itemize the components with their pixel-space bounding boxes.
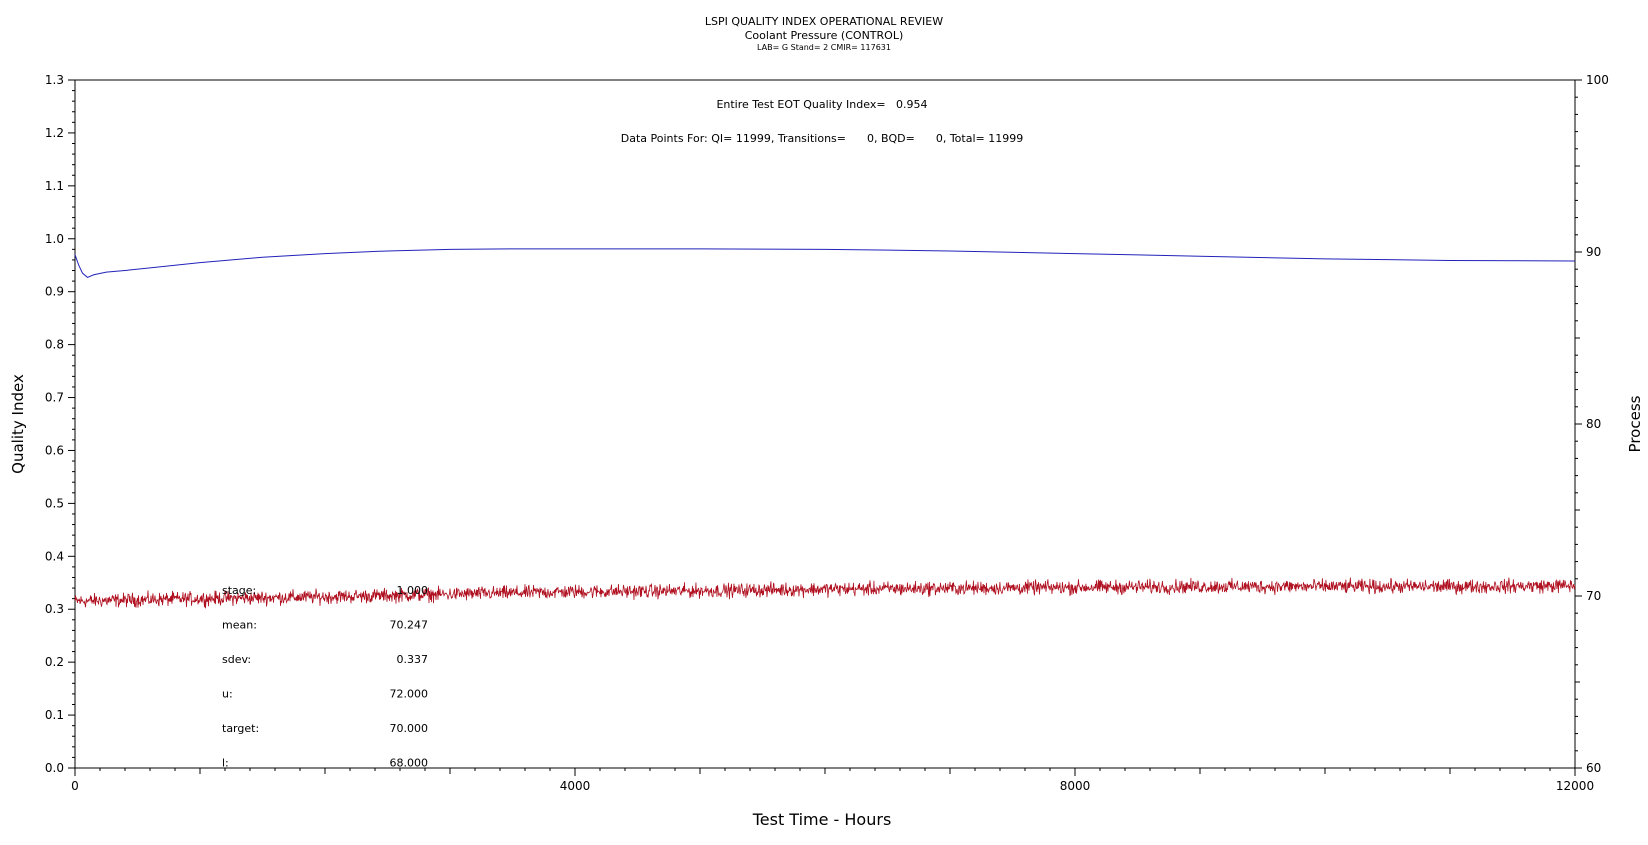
quality-index-series-line: [74, 248, 1575, 278]
stat-label: mean:: [222, 619, 257, 632]
stats-table: stage: 1.000 mean: 70.247 sdev: 0.337 u: 72.000…: [222, 584, 428, 770]
x-tick-label: 8000: [1060, 779, 1091, 793]
y-right-tick-label: 90: [1586, 245, 1601, 259]
y-left-tick-label: 0.4: [45, 549, 64, 563]
y-left-tick-label: 0.2: [45, 655, 64, 669]
y-left-tick-label: 0.9: [45, 285, 64, 299]
chart-subtitle: Coolant Pressure (CONTROL): [744, 29, 904, 42]
y-left-tick-label: 1.3: [45, 73, 64, 87]
chart-title: LSPI QUALITY INDEX OPERATIONAL REVIEW: [704, 15, 944, 28]
y-axis-right-label: Process: [1626, 395, 1644, 452]
axes: 0 4000 8000 12000 0.0 0.1 0.2 0.3 0.4 0.5 0.6 0.7 0.…: [45, 73, 1609, 793]
stat-label: target:: [222, 722, 259, 735]
y-left-tick-label: 0.7: [45, 391, 64, 405]
y-left-tick-label: 1.2: [45, 126, 64, 140]
stat-value: 0.337: [397, 653, 429, 666]
y-right-tick-label: 100: [1586, 73, 1609, 87]
y-right-tick-label: 60: [1586, 761, 1601, 775]
y-left-tick-label: 1.0: [45, 232, 64, 246]
y-right-tick-label: 80: [1586, 417, 1601, 431]
stat-value: 70.000: [390, 722, 429, 735]
stat-label: stage:: [222, 584, 256, 597]
y-left-tick-label: 0.1: [45, 708, 64, 722]
x-tick-label: 12000: [1556, 779, 1594, 793]
y-left-tick-label: 0.8: [45, 338, 64, 352]
plot-frame: [74, 79, 1576, 769]
eot-quality-index-note: Entire Test EOT Quality Index= 0.954: [716, 98, 927, 111]
process-series-line: [74, 577, 1576, 609]
y-left-tick-label: 1.1: [45, 179, 64, 193]
stat-value: 68.000: [390, 757, 429, 770]
stat-label: l:: [222, 757, 229, 770]
stat-value: 1.000: [397, 584, 429, 597]
stat-label: sdev:: [222, 653, 251, 666]
y-left-tick-label: 0.3: [45, 602, 64, 616]
data-points-note: Data Points For: QI= 11999, Transitions=…: [621, 132, 1023, 145]
x-tick-label: 0: [71, 779, 79, 793]
y-right-tick-label: 70: [1586, 589, 1601, 603]
y-axis-left-label: Quality Index: [9, 374, 27, 474]
y-left-tick-label: 0.5: [45, 496, 64, 510]
stat-value: 70.247: [390, 619, 429, 632]
chart-subtitle-2: LAB= G Stand= 2 CMIR= 117631: [757, 43, 891, 52]
y-left-tick-label: 0.6: [45, 443, 64, 457]
series-layer: [74, 248, 1576, 609]
stat-label: u:: [222, 688, 233, 701]
x-tick-label: 4000: [560, 779, 591, 793]
y-left-tick-label: 0.0: [45, 761, 64, 775]
stat-value: 72.000: [390, 688, 429, 701]
x-axis-label: Test Time - Hours: [752, 810, 892, 829]
